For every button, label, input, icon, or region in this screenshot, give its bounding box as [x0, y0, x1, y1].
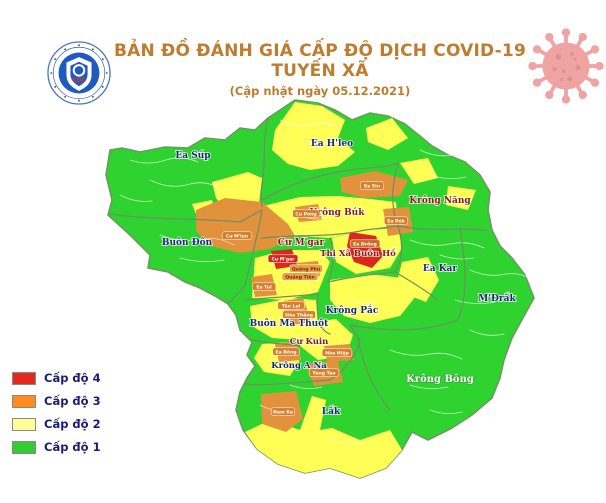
legend-swatch — [12, 394, 36, 408]
legend: Cấp độ 4 Cấp độ 3 Cấp độ 2 Cấp độ 1 — [12, 371, 101, 464]
district-label: Krông Búk — [310, 207, 366, 218]
district-label: Ea Kar — [423, 264, 457, 274]
legend-label: Cấp độ 2 — [44, 417, 101, 431]
commune-label-chip — [221, 231, 253, 240]
logo-cdc-text: CDC — [72, 77, 86, 84]
legend-swatch — [12, 371, 36, 385]
header-titles: BẢN ĐỒ ĐÁNH GIÁ CẤP ĐỘ DỊCH COVID-19 TUY… — [100, 41, 540, 99]
district-label: Krông Bông — [406, 374, 474, 385]
legend-label: Cấp độ 4 — [44, 371, 101, 385]
district-boundaries — [109, 117, 487, 411]
page-title: BẢN ĐỒ ĐÁNH GIÁ CẤP ĐỘ DỊCH COVID-19 TUY… — [114, 41, 526, 81]
commune-label-chip — [292, 209, 320, 218]
coronavirus-icon — [528, 28, 604, 104]
commune-label: Tân Lợi — [282, 303, 301, 310]
commune-label: Ea Púk — [387, 218, 405, 225]
commune-label: Hòa Thắng — [285, 312, 313, 319]
commune-label-chip — [277, 301, 305, 310]
commune-label: Cư M'gar — [272, 257, 296, 263]
commune-label-chip — [251, 282, 277, 291]
district-label: M'Đrắk — [478, 292, 516, 304]
legend-item-3: Cấp độ 3 — [12, 394, 101, 408]
cdc-seal-icon: CDC — [47, 41, 111, 105]
commune-label-chip — [281, 272, 319, 281]
legend-swatch — [12, 417, 36, 431]
commune-label-chip — [308, 368, 340, 377]
district-labels: Ea Súp Ea H'leo Krông Búk Krông Năng Buôn Đô… — [161, 138, 517, 418]
commune-label: Quảng Phú — [292, 266, 320, 273]
legend-item-4: Cấp độ 4 — [12, 371, 101, 385]
district-label: Buôn Ma Thuột — [250, 318, 330, 329]
district-label: Krông Năng — [409, 195, 471, 206]
legend-label: Cấp độ 1 — [44, 440, 101, 454]
commune-label-chip — [270, 407, 296, 416]
commune-label-chip — [289, 264, 323, 273]
commune-label-chip — [282, 310, 316, 319]
commune-label-chip — [359, 181, 385, 190]
commune-labels: Cư M'lan Ea Sin Cư Pơng Ea Púk Ea Đrông Cư M'… — [221, 181, 409, 416]
commune-label-chip — [383, 216, 409, 225]
commune-label: Nam Ka — [273, 410, 293, 416]
district-label: Cư M'gar — [278, 238, 325, 248]
commune-label: Ea Tul — [256, 285, 272, 291]
district-label: Cư Kuin — [290, 337, 329, 347]
commune-label-chip — [267, 254, 299, 263]
district-label: Krông Pắc — [326, 304, 379, 316]
legend-swatch — [12, 440, 36, 454]
commune-label: Cư M'lan — [226, 234, 248, 240]
legend-item-2: Cấp độ 2 — [12, 417, 101, 431]
district-label: Ea Súp — [175, 150, 210, 161]
commune-label: Ea Đrông — [353, 241, 377, 248]
district-label: Ea H'leo — [311, 139, 353, 149]
commune-label: Yang Tao — [312, 371, 336, 377]
commune-label: Ea Sin — [364, 184, 380, 190]
district-label: Thị Xã Buôn Hồ — [320, 247, 396, 259]
cdc-dak-lak-logo: CDC — [46, 40, 112, 106]
commune-boundaries — [119, 119, 535, 444]
district-label: Buôn Đôn — [162, 237, 213, 248]
legend-item-1: Cấp độ 1 — [12, 440, 101, 454]
page-subtitle: (Cập nhật ngày 05.12.2021) — [229, 84, 411, 99]
commune-label-chip — [321, 348, 353, 357]
commune-label-chip — [272, 347, 300, 356]
commune-label: Hòa Hiệp — [325, 350, 349, 357]
commune-label: Ea Bông — [275, 349, 296, 356]
district-label: Lắk — [322, 405, 341, 417]
commune-label: Quảng Tiến — [285, 274, 315, 281]
commune-label-chip — [349, 239, 381, 248]
commune-label: Cư Pơng — [295, 212, 316, 218]
legend-label: Cấp độ 3 — [44, 394, 101, 408]
